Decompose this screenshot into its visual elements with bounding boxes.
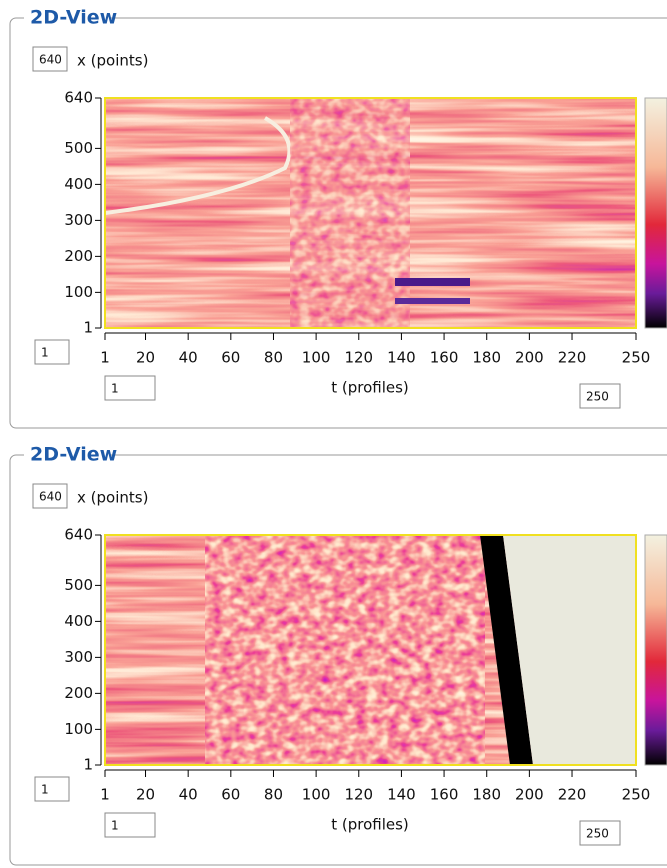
heatmap-black <box>480 535 533 765</box>
y-tick-label: 500 <box>64 576 93 594</box>
y-tick-label: 100 <box>64 283 93 301</box>
panel-frame <box>9 17 667 429</box>
y-tick-label: 200 <box>64 684 93 702</box>
x-tick-label: 20 <box>136 786 155 804</box>
input-value[interactable]: 250 <box>586 390 609 404</box>
colorbar <box>644 534 667 766</box>
x-tick-label: 100 <box>302 786 331 804</box>
y-tick-label: 640 <box>64 526 93 544</box>
title-bg <box>24 443 110 467</box>
x-tick-label: 20 <box>136 349 155 367</box>
x-tick-label: 100 <box>302 349 331 367</box>
text-input[interactable] <box>32 46 68 72</box>
heatmap-feature <box>104 116 292 215</box>
x-tick-label: 140 <box>387 786 416 804</box>
x-tick-label: 160 <box>430 786 459 804</box>
x-tick-label: 160 <box>430 349 459 367</box>
x-tick-label: 220 <box>558 349 587 367</box>
y-tick-label: 300 <box>64 648 93 666</box>
text-input[interactable] <box>32 483 68 509</box>
heatmap-feature <box>395 298 470 304</box>
x-tick-label: 180 <box>472 349 501 367</box>
x-tick-label: 140 <box>387 349 416 367</box>
x-tick-label: 200 <box>515 786 544 804</box>
y-tick-label: 500 <box>64 139 93 157</box>
heatmap-feature <box>395 278 470 286</box>
text-input[interactable] <box>104 375 156 401</box>
plot-border <box>104 97 637 329</box>
y-tick-label: 1 <box>83 319 93 337</box>
y-tick-label: 400 <box>64 612 93 630</box>
heatmap-noise <box>290 98 410 328</box>
heatmap-flat <box>503 535 636 765</box>
x-tick-label: 250 <box>622 786 651 804</box>
input-value[interactable]: 250 <box>586 827 609 841</box>
x-tick-label: 1 <box>100 349 110 367</box>
input-value[interactable]: 1 <box>41 346 49 360</box>
text-input[interactable] <box>104 812 156 838</box>
y-tick-label: 200 <box>64 247 93 265</box>
y-tick-label: 1 <box>83 756 93 774</box>
input-value[interactable]: 1 <box>111 382 119 396</box>
colorbar <box>644 97 667 329</box>
x-tick-label: 220 <box>558 786 587 804</box>
panel-title: 2D-View <box>30 7 117 29</box>
text-input[interactable] <box>579 820 621 846</box>
y-tick-label: 100 <box>64 720 93 738</box>
plot-border <box>104 534 637 766</box>
x-tick-label: 80 <box>264 349 283 367</box>
x-tick-label: 250 <box>622 349 651 367</box>
x-tick-label: 60 <box>221 786 240 804</box>
input-value[interactable]: 1 <box>111 819 119 833</box>
x-tick-label: 40 <box>179 349 198 367</box>
text-input[interactable] <box>34 776 70 802</box>
title-bg <box>24 6 110 30</box>
panel-frame <box>9 454 667 866</box>
text-input[interactable] <box>34 339 70 365</box>
y-tick-label: 400 <box>64 175 93 193</box>
x-tick-label: 60 <box>221 349 240 367</box>
x-tick-label: 200 <box>515 349 544 367</box>
t-axis-label: t (profiles) <box>331 379 409 397</box>
x-axis-label: x (points) <box>77 52 148 70</box>
x-tick-label: 80 <box>264 786 283 804</box>
heatmap-noise <box>205 535 485 765</box>
text-input[interactable] <box>579 383 621 409</box>
x-tick-label: 120 <box>344 786 373 804</box>
input-value[interactable]: 1 <box>41 783 49 797</box>
input-value[interactable]: 640 <box>39 490 62 504</box>
t-axis-label: t (profiles) <box>331 816 409 834</box>
y-tick-label: 300 <box>64 211 93 229</box>
x-tick-label: 40 <box>179 786 198 804</box>
x-tick-label: 1 <box>100 786 110 804</box>
input-value[interactable]: 640 <box>39 53 62 67</box>
y-tick-label: 640 <box>64 89 93 107</box>
x-tick-label: 180 <box>472 786 501 804</box>
x-axis-label: x (points) <box>77 489 148 507</box>
panel-title: 2D-View <box>30 444 117 466</box>
x-tick-label: 120 <box>344 349 373 367</box>
